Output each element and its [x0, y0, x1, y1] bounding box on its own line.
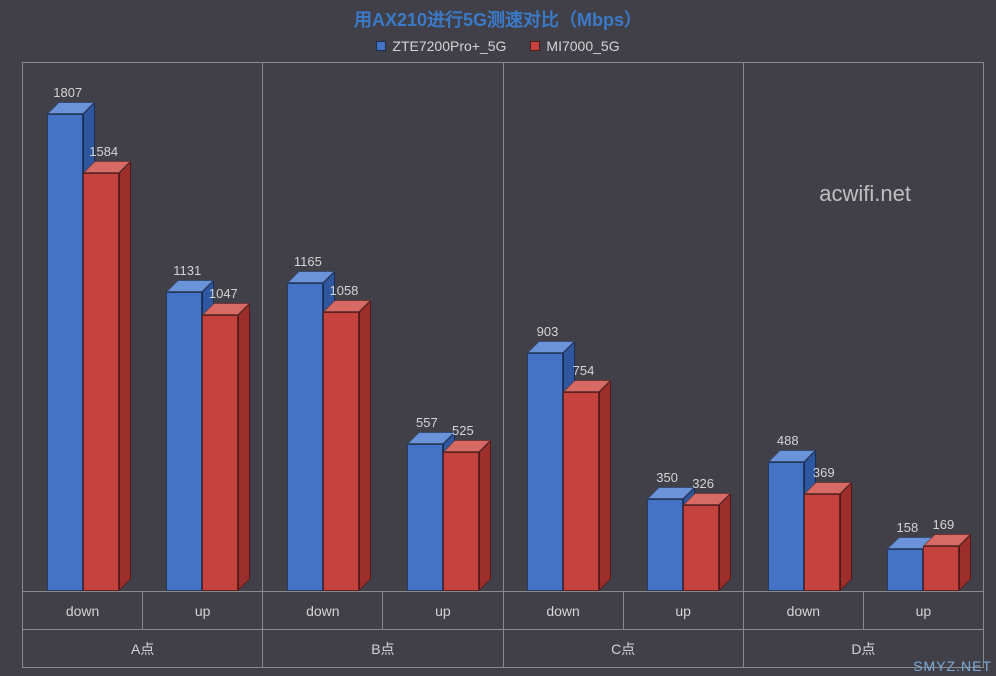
bar-value-label: 525: [452, 423, 474, 438]
bar-value-label: 754: [573, 363, 595, 378]
bar: 557: [407, 444, 443, 591]
bar: 169: [923, 546, 959, 591]
bar: 488: [768, 462, 804, 591]
x-axis-sub-label: up: [382, 592, 502, 629]
watermark: acwifi.net: [819, 181, 911, 207]
bar-subgroup: 11651058: [263, 63, 383, 591]
x-axis-group: downupC点: [503, 592, 743, 667]
x-axis-sub-label: up: [142, 592, 262, 629]
x-axis-sub-label: down: [744, 592, 863, 629]
bar-value-label: 1131: [173, 263, 201, 278]
bar: 754: [563, 392, 599, 591]
legend-item-series-1: MI7000_5G: [530, 38, 619, 54]
x-axis-group: downupB点: [262, 592, 502, 667]
bar-group: 1807158411311047: [23, 63, 262, 591]
bar-value-label: 488: [777, 433, 799, 448]
bar: 369: [804, 494, 840, 591]
bar-value-label: 326: [692, 476, 714, 491]
bar-subgroup: 18071584: [23, 63, 143, 591]
x-axis-group-label: B点: [263, 630, 502, 667]
bar-value-label: 1807: [53, 85, 82, 100]
legend-item-series-0: ZTE7200Pro+_5G: [376, 38, 506, 54]
x-axis-sub-label: up: [623, 592, 743, 629]
bar-subgroup: 557525: [383, 63, 503, 591]
bar-value-label: 169: [933, 517, 955, 532]
bar-group: 903754350326: [503, 63, 743, 591]
bar: 1165: [287, 283, 323, 591]
x-axis-sub-label: up: [863, 592, 983, 629]
bar-subgroup: 11311047: [143, 63, 263, 591]
x-axis-group-label: A点: [23, 630, 262, 667]
bar: 903: [527, 353, 563, 591]
x-axis-groups: downupA点downupB点downupC点downupD点: [23, 592, 983, 667]
bar: 1584: [83, 173, 119, 591]
bar-subgroup: 350326: [623, 63, 743, 591]
chart-title: 用AX210进行5G测速对比（Mbps）: [0, 6, 996, 32]
bar-subgroup: 158169: [863, 63, 983, 591]
x-axis: downupA点downupB点downupC点downupD点: [22, 592, 984, 668]
bar-group: 11651058557525: [262, 63, 502, 591]
legend-swatch-series-0: [376, 41, 386, 51]
bar-group: 488369158169: [743, 63, 983, 591]
bar-subgroup: 488369: [744, 63, 864, 591]
bar: 1807: [47, 114, 83, 591]
bar: 1058: [323, 312, 359, 591]
bar-value-label: 903: [537, 324, 559, 339]
bar: 350: [647, 499, 683, 591]
bar-value-label: 1058: [329, 283, 358, 298]
legend-label-series-1: MI7000_5G: [546, 38, 619, 54]
x-axis-sub-label: down: [504, 592, 623, 629]
corner-watermark: SMYZ.NET: [913, 658, 992, 674]
bar-value-label: 158: [897, 520, 919, 535]
bar-value-label: 369: [813, 465, 835, 480]
bar-subgroup: 903754: [504, 63, 624, 591]
bar-value-label: 1584: [89, 144, 118, 159]
bar: 525: [443, 452, 479, 591]
x-axis-group: downupD点: [743, 592, 983, 667]
legend-label-series-0: ZTE7200Pro+_5G: [392, 38, 506, 54]
bar-value-label: 1047: [209, 286, 238, 301]
bar: 158: [887, 549, 923, 591]
x-axis-group: downupA点: [23, 592, 262, 667]
chart-container: 用AX210进行5G测速对比（Mbps） ZTE7200Pro+_5G MI70…: [0, 0, 996, 676]
plot-area: 1807158411311047116510585575259037543503…: [22, 62, 984, 592]
bar-value-label: 350: [656, 470, 678, 485]
legend-swatch-series-1: [530, 41, 540, 51]
bar: 326: [683, 505, 719, 591]
x-axis-sub-label: down: [263, 592, 382, 629]
legend: ZTE7200Pro+_5G MI7000_5G: [0, 38, 996, 54]
bar: 1047: [202, 315, 238, 591]
bar: 1131: [166, 292, 202, 591]
bar-value-label: 1165: [294, 254, 322, 269]
bar-value-label: 557: [416, 415, 438, 430]
x-axis-group-label: C点: [504, 630, 743, 667]
bar-groups: 1807158411311047116510585575259037543503…: [23, 63, 983, 591]
x-axis-sub-label: down: [23, 592, 142, 629]
